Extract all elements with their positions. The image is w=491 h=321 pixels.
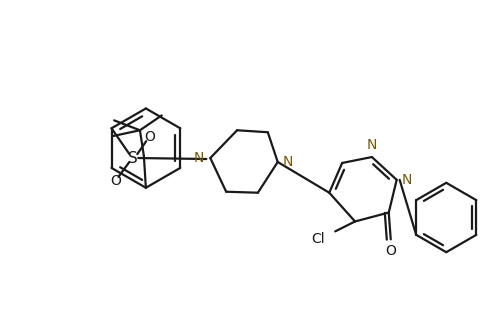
- Text: N: N: [402, 173, 412, 187]
- Text: O: O: [144, 130, 155, 144]
- Text: O: O: [110, 174, 121, 188]
- Text: S: S: [129, 151, 138, 166]
- Text: N: N: [283, 155, 293, 169]
- Text: N: N: [367, 138, 377, 152]
- Text: Cl: Cl: [312, 232, 326, 246]
- Text: O: O: [385, 244, 396, 258]
- Text: N: N: [194, 151, 204, 165]
